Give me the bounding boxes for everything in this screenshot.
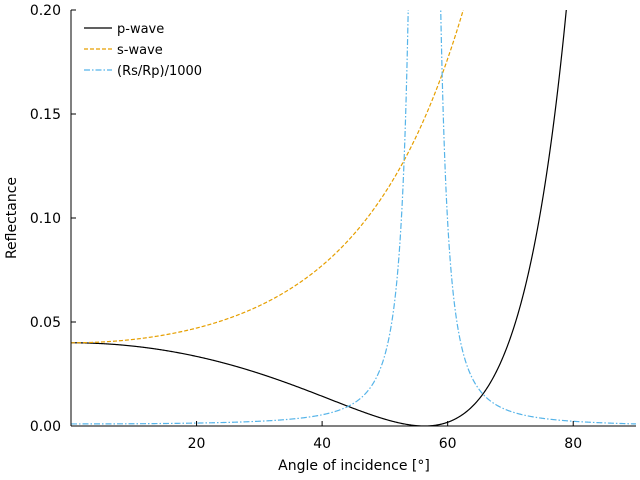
y-tick-label: 0.05 — [30, 315, 61, 331]
x-tick-label: 40 — [313, 436, 331, 452]
x-tick-label: 80 — [564, 436, 582, 452]
legend: p-wave s-wave (Rs/Rp)/1000 — [84, 22, 202, 79]
x-axis-label: Angle of incidence [°] — [278, 458, 430, 474]
legend-label-s: s-wave — [117, 43, 163, 58]
y-tick-label: 0.15 — [30, 107, 61, 123]
y-tick-label: 0.00 — [30, 419, 61, 435]
x-tick-label: 60 — [439, 436, 457, 452]
axes-layer: 20 40 60 80 0.00 0.05 0.10 0.15 0.20 — [30, 3, 636, 452]
series-line-p — [71, 10, 567, 426]
legend-label-ratio: (Rs/Rp)/1000 — [117, 64, 202, 79]
series-line-s — [71, 10, 464, 344]
y-tick-label: 0.20 — [30, 3, 61, 19]
y-tick-label: 0.10 — [30, 211, 61, 227]
series-line-ratio — [71, 10, 636, 425]
legend-label-p: p-wave — [117, 22, 164, 37]
series-layer — [71, 10, 636, 426]
x-tick-label: 20 — [188, 436, 206, 452]
y-axis-label: Reflectance — [4, 177, 20, 259]
